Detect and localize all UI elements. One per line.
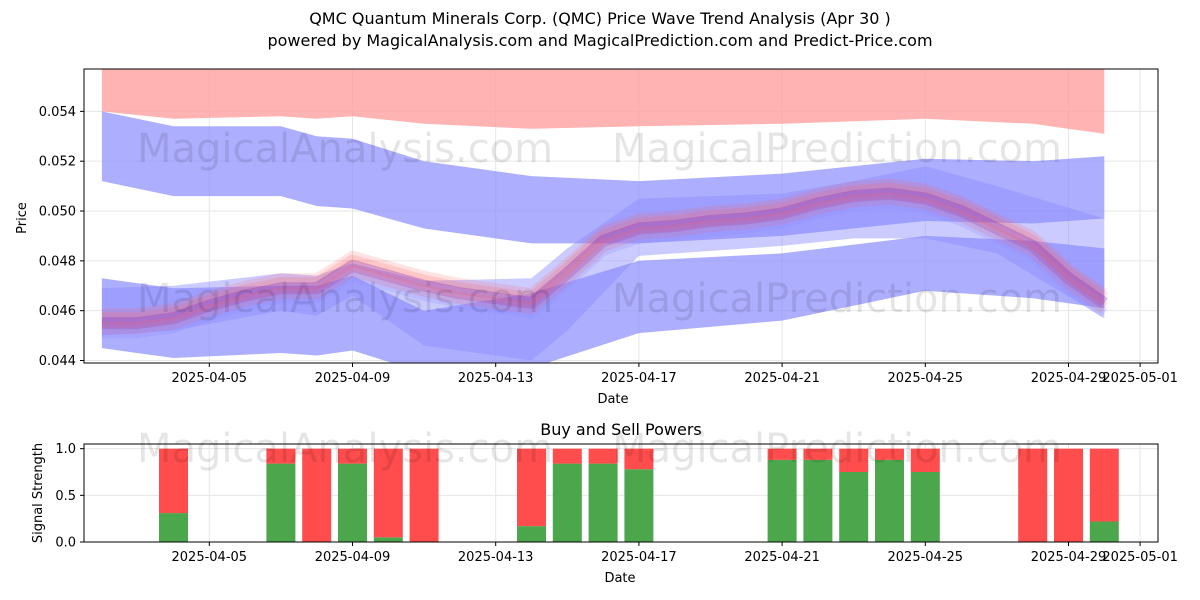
sell-bar [552,448,582,464]
mid-blue-band [101,166,1105,361]
price-x-tick-label: 2025-04-29 [1031,371,1107,386]
upper-blue-band [101,111,1105,244]
buy-bar [588,463,618,542]
buy-bar [624,469,654,542]
signal-bars [159,448,1119,542]
upper-red-band [101,69,1105,134]
price-x-tick-label: 2025-04-05 [172,371,248,386]
sell-bar [517,448,546,527]
sell-bar [409,448,439,542]
buy-bar [159,513,188,542]
lower-blue-band [101,235,1105,363]
signal-x-tick-label: 2025-04-29 [1031,550,1107,565]
wave-trend-line-0 [101,178,1108,319]
price-x-tick-label: 2025-04-09 [315,371,391,386]
buy-bar [839,472,869,542]
watermark-analysis-mid: MagicalAnalysis.com [137,276,553,322]
buy-bar [910,472,940,542]
wave-trend-lines [101,178,1108,339]
watermark-analysis-top: MagicalAnalysis.com [137,126,553,172]
signal-x-tick-label: 2025-04-17 [601,550,677,565]
wave-trend-line-3 [101,192,1108,335]
price-y-tick-label: 0.046 [39,304,76,319]
signal-plot-frame [83,443,1159,543]
watermark-prediction-mid: MagicalPrediction.com [612,276,1062,322]
sell-bar [767,448,797,460]
sell-bar [910,448,940,472]
buy-bar [767,459,797,542]
signal-x-tick-label: 2025-04-05 [172,550,248,565]
signal-y-axis-label: Signal Strength [31,443,46,543]
sell-bar [302,448,332,542]
watermark-prediction-top: MagicalPrediction.com [612,126,1062,172]
price-axis-ticks: 0.044 0.046 0.048 0.050 0.052 0.054 2025-04-05… [39,105,1178,386]
signal-x-axis-label: Date [604,571,635,586]
signal-x-tick-label: 2025-04-13 [458,550,534,565]
sell-bar [803,448,833,460]
buy-bar [338,463,367,542]
sell-bar [266,448,296,464]
price-y-tick-label: 0.050 [39,205,76,220]
sell-bar [839,448,869,472]
signal-x-tick-label: 2025-04-25 [888,550,964,565]
price-x-tick-label: 2025-05-01 [1102,371,1178,386]
signal-x-tick-label: 2025-04-09 [315,550,391,565]
price-y-axis-label: Price [15,202,30,234]
sell-bar [159,448,188,514]
price-y-tick-label: 0.054 [39,105,76,120]
wave-trend-line-1 [101,182,1108,325]
chart-subtitle: powered by MagicalAnalysis.com and Magic… [267,31,933,50]
price-x-tick-label: 2025-04-25 [888,371,964,386]
buy-bar [803,459,833,542]
signal-x-tick-label: 2025-05-01 [1102,550,1178,565]
price-y-tick-label: 0.052 [39,155,76,170]
watermark-prediction-bottom: MagicalPrediction.com [612,426,1062,472]
price-y-tick-label: 0.044 [39,354,76,369]
buy-bar [517,526,546,542]
price-y-tick-label: 0.048 [39,254,76,269]
price-panel: MagicalAnalysis.com MagicalPrediction.co… [15,68,1178,407]
sell-bar [373,448,403,538]
price-plot-frame [83,68,1159,364]
wave-trend-line-4 [101,198,1108,339]
sell-bar [338,448,367,464]
signal-axis-ticks: 0.0 0.5 1.0 2025-04-05 2025-04-09 2025-04-13 2… [55,442,1178,565]
sell-bar [588,448,618,464]
watermark-analysis-bottom: MagicalAnalysis.com [137,426,553,472]
signal-y-tick-label: 0.5 [55,489,76,504]
signal-y-tick-label: 1.0 [55,442,76,457]
buy-bar [875,459,904,542]
sell-bar [1089,448,1119,522]
buy-bar [266,463,296,542]
price-x-tick-label: 2025-04-21 [744,371,820,386]
sell-bar [1054,448,1083,542]
buy-bar [373,537,403,542]
wave-trend-line-2 [101,187,1108,330]
price-x-axis-label: Date [597,392,628,407]
buy-bar [1089,521,1119,542]
signal-y-tick-label: 0.0 [55,536,76,551]
buy-bar [552,463,582,542]
chart-title: QMC Quantum Minerals Corp. (QMC) Price W… [309,9,891,28]
signal-panel-title: Buy and Sell Powers [540,420,702,439]
signal-panel: Buy and Sell Powers MagicalAnalysis.com … [31,420,1178,586]
price-bands [101,69,1105,363]
sell-bar [875,448,904,460]
sell-bar [624,448,654,470]
price-x-tick-label: 2025-04-13 [458,371,534,386]
sell-bar [1018,448,1048,542]
price-x-tick-label: 2025-04-17 [601,371,677,386]
signal-x-tick-label: 2025-04-21 [744,550,820,565]
